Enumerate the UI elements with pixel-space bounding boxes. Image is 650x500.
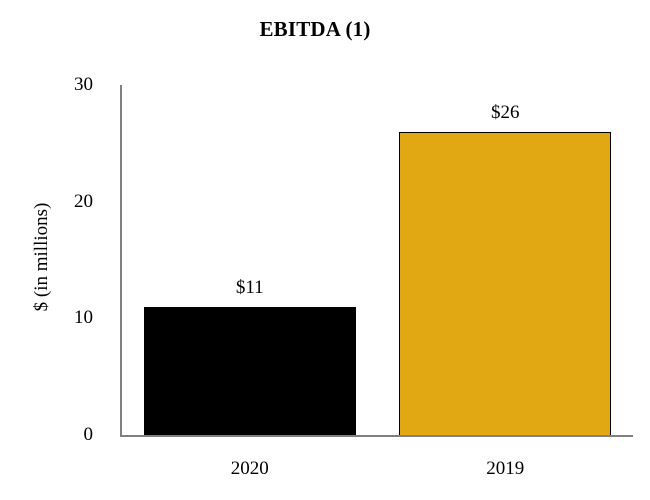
bar-value-label: $11 xyxy=(235,276,264,298)
bar-2019 xyxy=(399,131,612,435)
x-category-label: 2020 xyxy=(230,458,269,479)
y-axis-title: $ (in millions) xyxy=(31,202,52,312)
y-tick-label: 30 xyxy=(74,74,93,95)
bar-value-label: $26 xyxy=(491,101,520,123)
y-tick-label: 20 xyxy=(74,190,93,212)
x-category-label: 2019 xyxy=(486,458,525,479)
plot-area: $11 2020 $26 2019 xyxy=(120,85,633,479)
chart-title: EBITDA (1) xyxy=(259,17,371,41)
y-tick-label: 0 xyxy=(83,424,94,445)
bar-2020 xyxy=(143,306,356,435)
y-tick-label: 10 xyxy=(74,307,93,329)
